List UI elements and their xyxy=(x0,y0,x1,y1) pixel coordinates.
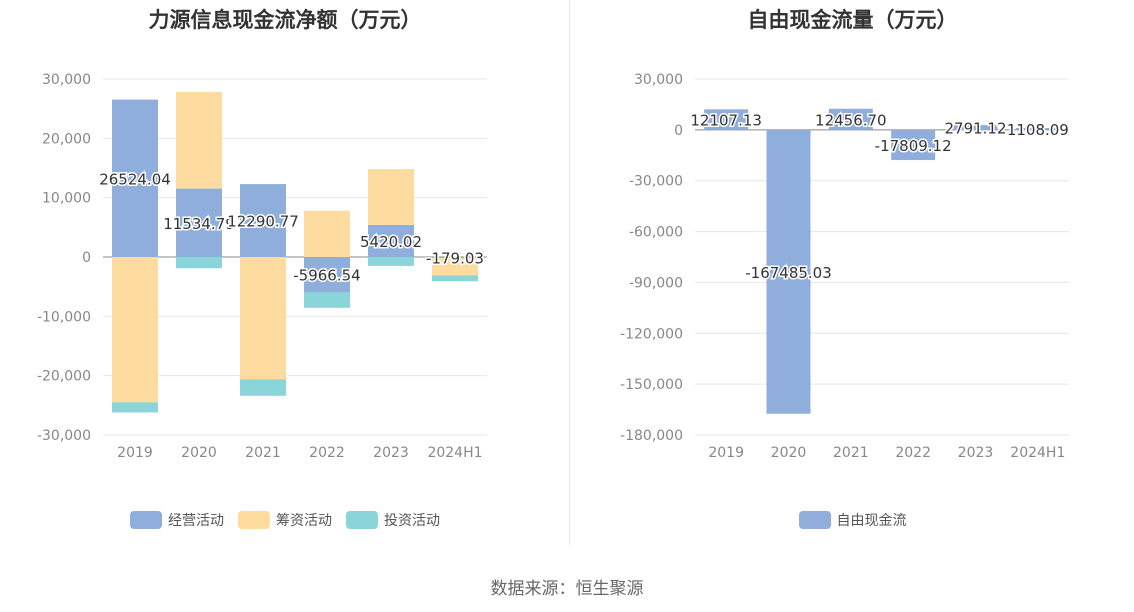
bar-financing xyxy=(176,91,222,189)
data-label: 26524.04 xyxy=(99,170,171,188)
x-tick-label: 2024H1 xyxy=(427,445,482,461)
x-tick-label: 2021 xyxy=(833,445,869,461)
cash-flow-legend: 经营活动 筹资活动 投资活动 xyxy=(0,510,570,530)
y-tick-label: 20,000 xyxy=(42,131,91,147)
data-label: -5966.54 xyxy=(293,267,360,285)
x-tick-label: 2019 xyxy=(117,445,153,461)
legend-item-investing[interactable]: 投资活动 xyxy=(346,510,440,530)
data-label: 12456.70 xyxy=(815,111,887,129)
data-label: 12107.13 xyxy=(690,112,762,130)
bar-financing xyxy=(368,169,414,225)
cash-flow-net-panel: 力源信息现金流净额（万元） 30,000 20,000 10,000 0 -10,000… xyxy=(0,0,570,545)
data-label: 1108.09 xyxy=(1007,121,1069,139)
cash-flow-chart-title: 力源信息现金流净额（万元） xyxy=(148,8,422,32)
data-label: -179.03 xyxy=(426,250,484,268)
panel-divider xyxy=(569,0,570,545)
bar-operating xyxy=(432,257,478,259)
free-cash-flow-legend: 自由现金流 xyxy=(571,510,1134,530)
y-tick-label: 0 xyxy=(674,123,683,139)
bar-investing xyxy=(112,402,158,413)
y-tick-label: 30,000 xyxy=(42,72,91,88)
data-label: -167485.03 xyxy=(745,264,832,282)
data-label: 2791.12 xyxy=(944,119,1006,137)
bar-operating xyxy=(240,184,286,257)
x-tick-label: 2024H1 xyxy=(1010,445,1065,461)
legend-item-operating[interactable]: 经营活动 xyxy=(130,510,224,530)
data-label: 11534.79 xyxy=(163,215,235,233)
y-tick-label: -120,000 xyxy=(620,326,683,342)
data-label: 12290.77 xyxy=(227,213,299,231)
bar-free_cash_flow xyxy=(891,129,936,161)
legend-item-free-cash-flow[interactable]: 自由现金流 xyxy=(798,510,907,530)
cash-flow-chart-plot: 30,000 20,000 10,000 0 -10,000 -20,000 -30,000… xyxy=(37,72,487,461)
data-source-note: 数据来源：恒生聚源 xyxy=(490,579,644,599)
x-tick-label: 2022 xyxy=(895,445,931,461)
bar-free_cash_flow xyxy=(828,108,873,130)
y-tick-label: 10,000 xyxy=(42,191,91,207)
y-tick-label: -20,000 xyxy=(37,369,91,385)
x-tick-label: 2023 xyxy=(373,445,409,461)
y-tick-label: -180,000 xyxy=(620,428,683,444)
bar-operating xyxy=(368,224,414,257)
bar-investing xyxy=(304,292,350,308)
bar-free_cash_flow xyxy=(953,125,998,130)
bar-free_cash_flow xyxy=(704,109,749,130)
legend-swatch-free-cash-flow xyxy=(798,511,831,529)
bar-financing xyxy=(304,210,350,257)
x-tick-label: 2020 xyxy=(771,445,807,461)
y-tick-label: -10,000 xyxy=(37,309,91,325)
x-tick-label: 2021 xyxy=(245,445,281,461)
free-cash-flow-chart-title: 自由现金流量（万元） xyxy=(747,8,958,32)
bar-financing xyxy=(432,258,478,276)
y-tick-label: 30,000 xyxy=(634,72,683,88)
y-tick-label: -150,000 xyxy=(620,377,683,393)
x-tick-label: 2022 xyxy=(309,445,345,461)
bar-financing xyxy=(240,257,286,380)
free-cash-flow-panel: 自由现金流量（万元） 30,000 0 -30,000 -60,000 -90,000 -… xyxy=(571,0,1134,545)
data-label: -17809.12 xyxy=(875,137,952,155)
legend-swatch-operating xyxy=(130,511,162,529)
y-tick-label: -30,000 xyxy=(629,174,683,190)
bar-investing xyxy=(176,257,222,269)
bar-financing xyxy=(112,257,158,403)
legend-label-free-cash-flow: 自由现金流 xyxy=(836,513,907,529)
x-tick-label: 2019 xyxy=(708,445,744,461)
legend-swatch-financing xyxy=(238,511,270,529)
bar-free_cash_flow xyxy=(766,129,811,414)
legend-item-financing[interactable]: 筹资活动 xyxy=(238,510,332,530)
bar-investing xyxy=(432,275,478,282)
legend-label-investing: 投资活动 xyxy=(384,513,440,529)
x-tick-label: 2020 xyxy=(181,445,217,461)
bar-operating xyxy=(176,188,222,257)
y-tick-label: -30,000 xyxy=(37,428,91,444)
y-tick-label: 0 xyxy=(82,250,91,266)
legend-swatch-investing xyxy=(346,511,378,529)
bar-investing xyxy=(368,257,414,266)
bar-operating xyxy=(304,257,350,293)
legend-label-financing: 筹资活动 xyxy=(276,513,332,529)
y-tick-label: -90,000 xyxy=(629,275,683,291)
legend-label-operating: 经营活动 xyxy=(168,513,224,529)
free-cash-flow-chart-plot: 30,000 0 -30,000 -60,000 -90,000 -120,000 -150… xyxy=(620,72,1070,461)
bar-investing xyxy=(240,379,286,396)
bar-free_cash_flow xyxy=(1015,127,1060,130)
data-label: 5420.02 xyxy=(360,233,422,251)
bar-operating xyxy=(112,99,158,258)
y-tick-label: -60,000 xyxy=(629,225,683,241)
x-tick-label: 2023 xyxy=(958,445,994,461)
